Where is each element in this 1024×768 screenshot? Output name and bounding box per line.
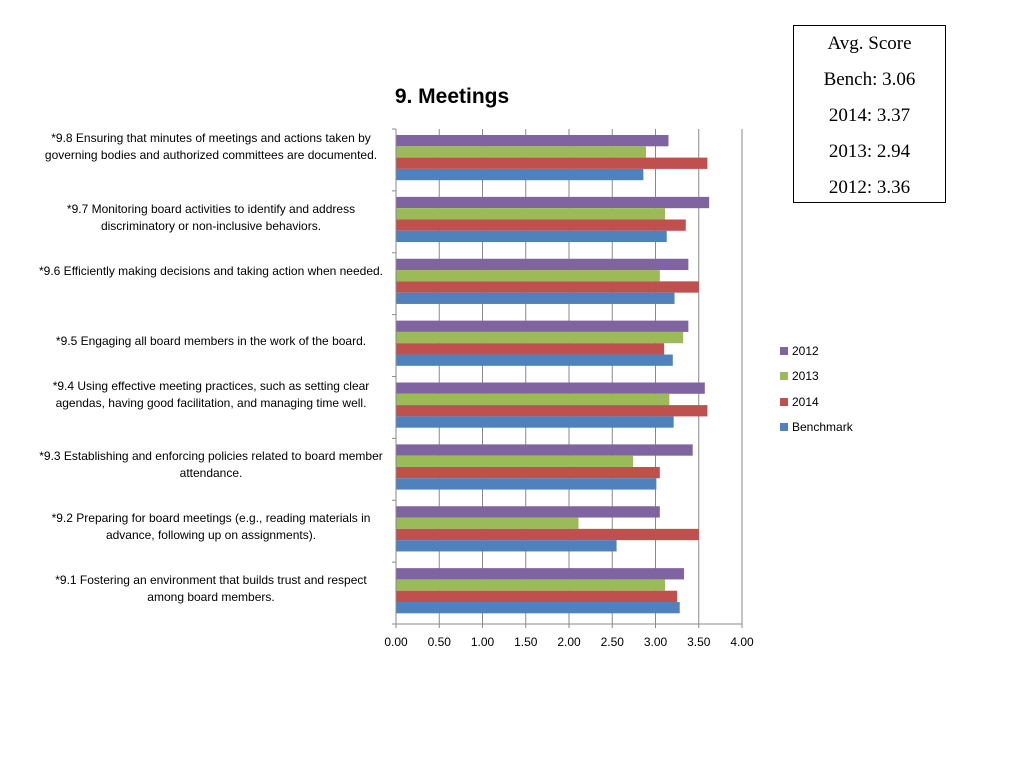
bar-2014 [396, 466, 660, 479]
bar-benchmark [396, 230, 667, 243]
bar-2014 [396, 405, 708, 417]
legend-swatch [780, 397, 788, 406]
x-tick-label: 3.00 [644, 635, 668, 649]
x-tick-labels: 0.00 0.50 1.00 1.50 2.00 2.50 3.00 3.50 4.00 [384, 635, 754, 649]
bar-2012 [396, 382, 705, 394]
bar-2013 [396, 146, 646, 158]
bar-2012 [396, 444, 693, 456]
bar-2012 [396, 320, 689, 332]
legend-item-2012: 2012 [780, 338, 853, 364]
category-label: *9.5 Engaging all board members in the w… [55, 334, 367, 349]
legend-label: 2014 [792, 394, 819, 409]
legend-item-benchmark: Benchmark [780, 415, 853, 441]
legend-label: Benchmark [792, 420, 853, 435]
bar-2013 [396, 331, 684, 344]
bar-2012 [396, 258, 689, 271]
score-box-line: 2013: 2.94 [828, 141, 911, 162]
bar-2013 [396, 579, 666, 591]
x-tick-label: 3.50 [687, 635, 711, 649]
legend: 2012 2013 2014 Benchmark [780, 338, 853, 440]
bar-2014 [396, 590, 678, 603]
x-tick-label: 2.50 [601, 635, 625, 649]
score-box-line: 2012: 3.36 [828, 177, 911, 198]
bar-2014 [396, 157, 708, 169]
x-tick-label: 0.00 [384, 635, 408, 649]
axes [392, 128, 743, 628]
x-tick-label: 1.00 [471, 635, 495, 649]
bar-2014 [396, 281, 699, 293]
score-box-line: 2014: 3.37 [828, 105, 911, 126]
bar-2012 [396, 506, 660, 518]
category-label: *9.8 Ensuring that minutes of meetings a… [44, 131, 378, 163]
bar-benchmark [396, 292, 675, 304]
x-tick-label: 1.50 [514, 635, 538, 649]
legend-swatch [780, 372, 788, 381]
category-label: *9.4 Using effective meeting practices, … [52, 378, 370, 410]
x-tick-label: 2.00 [557, 635, 581, 649]
category-label: *9.2 Preparing for board meetings (e.g.,… [51, 511, 371, 543]
score-box-line: Bench: 3.06 [823, 69, 916, 90]
legend-swatch [780, 423, 788, 432]
chart-title: 9. Meetings [395, 85, 509, 108]
legend-label: 2012 [792, 343, 819, 358]
bar-benchmark [396, 478, 657, 490]
bar-2012 [396, 135, 669, 147]
category-label: *9.3 Establishing and enforcing policies… [39, 449, 383, 481]
bar-benchmark [396, 354, 673, 366]
score-box-line: Avg. Score [827, 33, 912, 54]
legend-item-2013: 2013 [780, 364, 853, 390]
bar-2012 [396, 196, 710, 209]
legend-label: 2013 [792, 369, 819, 384]
legend-swatch [780, 346, 788, 355]
bar-2013 [396, 455, 634, 467]
bar-benchmark [396, 416, 674, 428]
category-label: *9.1 Fostering an environment that build… [55, 573, 367, 605]
bar-2013 [396, 393, 670, 406]
category-label: *9.7 Monitoring board activities to iden… [66, 201, 356, 233]
bar-2013 [396, 517, 579, 529]
bar-benchmark [396, 540, 617, 552]
bar-2014 [396, 528, 699, 541]
bar-2012 [396, 568, 685, 580]
bar-benchmark [396, 168, 644, 181]
bar-2013 [396, 270, 660, 282]
x-tick-label: 4.00 [730, 635, 754, 649]
bar-2014 [396, 219, 686, 231]
avg-score-box: Avg. Score Bench: 3.06 2014: 3.37 2013: … [793, 25, 946, 203]
bar-benchmark [396, 602, 680, 614]
bar-2013 [396, 208, 666, 220]
x-tick-label: 0.50 [428, 635, 452, 649]
category-label: *9.6 Efficiently making decisions and ta… [39, 263, 383, 278]
bars [396, 135, 710, 614]
legend-item-2014: 2014 [780, 389, 853, 415]
bar-2014 [396, 343, 665, 355]
